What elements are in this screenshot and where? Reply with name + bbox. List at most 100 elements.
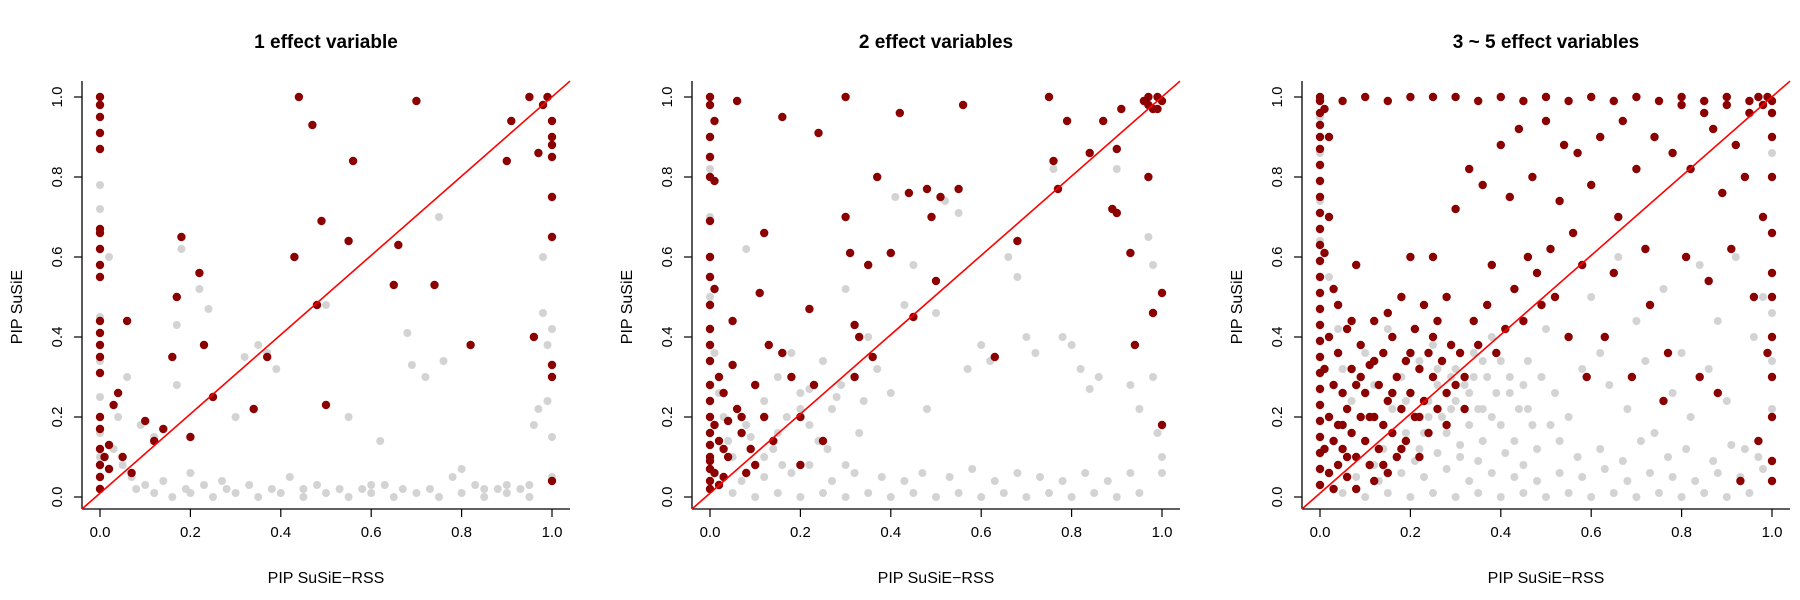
point-causal [1361,388,1370,398]
point-noncausal [529,421,538,429]
point-causal [1415,452,1424,462]
point-noncausal [1722,397,1731,405]
point-causal [95,472,105,482]
y-axis-label: PIP SuSiE [619,270,636,344]
point-causal [1383,396,1393,406]
point-causal [186,432,195,442]
x-tick-label: 1.0 [1762,524,1783,541]
point-causal [1406,92,1415,102]
point-noncausal [177,245,186,253]
point-noncausal [1474,457,1483,465]
point-noncausal [457,465,466,473]
point-causal [1315,336,1325,346]
point-causal [936,192,945,202]
point-causal [705,216,715,226]
point-causal [195,268,204,278]
point-noncausal [746,433,755,441]
point-causal [1397,292,1406,302]
point-noncausal [1505,373,1514,381]
point-causal [1324,332,1334,342]
point-noncausal [285,473,294,481]
point-noncausal [543,397,552,405]
point-causal [814,128,823,138]
point-causal [796,460,805,470]
point-causal [95,412,105,422]
point-noncausal [1564,413,1573,421]
point-causal [1383,468,1393,478]
point-noncausal [1623,405,1632,413]
point-causal [1315,352,1325,362]
point-causal [547,132,557,142]
point-causal [1324,132,1334,142]
point-noncausal [819,489,827,497]
point-causal [1677,92,1686,102]
point-noncausal [841,285,850,293]
point-noncausal [1514,405,1523,413]
y-tick-label: 0.0 [49,487,66,508]
point-causal [394,240,403,250]
point-noncausal [426,485,434,493]
point-causal [1406,348,1415,358]
point-causal [1582,372,1591,382]
point-noncausal [471,481,480,489]
point-causal [841,212,850,222]
point-noncausal [760,473,769,481]
diagonal-line [691,80,1181,510]
point-causal [1424,428,1433,438]
point-noncausal [1564,489,1573,497]
point-noncausal [1587,293,1596,301]
point-noncausal [805,421,814,429]
point-causal [1401,436,1411,446]
point-causal [1315,480,1325,490]
point-noncausal [841,461,850,469]
point-noncausal [945,473,954,481]
point-causal [348,156,358,166]
y-tick-label: 0.6 [659,247,676,268]
point-noncausal [823,445,832,453]
point-causal [118,452,127,462]
point-noncausal [1727,441,1736,449]
x-axis-label: PIP SuSiE−RSS [268,570,385,587]
point-noncausal [272,365,281,373]
point-noncausal [123,373,132,381]
point-noncausal [1505,389,1514,397]
point-causal [529,332,539,342]
point-noncausal [1013,469,1022,477]
point-causal [95,460,105,470]
point-noncausal [1149,373,1157,381]
point-causal [1442,388,1451,398]
point-noncausal [516,485,525,493]
point-causal [1767,332,1777,342]
point-causal [1501,324,1510,334]
point-causal [1415,364,1424,374]
point-causal [1342,404,1352,414]
point-noncausal [990,477,999,485]
point-causal [705,456,715,466]
point-causal [312,300,322,310]
point-noncausal [782,413,791,421]
point-causal [1320,444,1329,454]
point-noncausal [1031,349,1040,357]
point-noncausal [1768,405,1776,413]
point-noncausal [1022,493,1031,501]
point-noncausal [1415,445,1424,453]
point-noncausal [1424,413,1433,421]
point-causal [1315,160,1325,170]
point-causal [1510,284,1519,294]
point-noncausal [1646,469,1654,477]
point-noncausal [1433,449,1442,457]
point-noncausal [828,477,836,485]
point-causal [1681,252,1691,262]
point-causal [705,92,715,102]
point-noncausal [439,357,448,365]
point-noncausal [525,481,534,489]
point-causal [710,420,719,430]
point-noncausal [1596,349,1605,357]
point-noncausal [787,349,796,357]
point-noncausal [276,489,285,497]
plot-title: 1 effect variable [254,32,398,53]
point-causal [1654,96,1664,106]
point-causal [705,324,715,334]
point-causal [1749,292,1759,302]
point-noncausal [267,485,276,493]
